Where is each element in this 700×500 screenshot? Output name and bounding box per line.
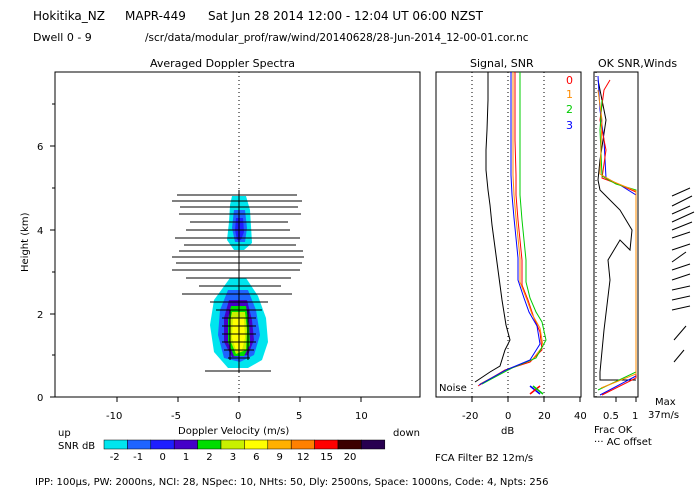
- dwell-range: Dwell 0 - 9: [33, 31, 92, 44]
- x-tick-m5: -5: [171, 411, 181, 422]
- snr-db-label: SNR dB: [58, 441, 95, 452]
- spectra-spread-bars: [172, 194, 304, 372]
- colorbar-tick-label: 3: [230, 452, 236, 463]
- y-tick-6: 6: [37, 142, 43, 153]
- max-label: Max: [655, 397, 676, 408]
- signal-tick-m20: -20: [462, 411, 478, 422]
- colorbar-cell: [290, 439, 315, 450]
- winds-snr-1: [597, 89, 637, 389]
- signal-tick-0: 0: [505, 411, 511, 422]
- spectra-title: Averaged Doppler Spectra: [150, 57, 296, 70]
- spectra-y-ticks: [50, 103, 55, 398]
- noise-markers: [529, 385, 544, 395]
- x-tick-5: 5: [296, 411, 302, 422]
- colorbar-cell: [244, 439, 269, 450]
- winds-snr-3: [597, 75, 637, 396]
- snr-profile-2: [481, 72, 547, 385]
- x-tick-0: 0: [235, 411, 241, 422]
- colorbar-tick-label: 0: [160, 452, 166, 463]
- signal-tick-40: 40: [574, 411, 587, 422]
- colorbar-tick-label: -2: [110, 452, 120, 463]
- signal-tick-20: 20: [538, 411, 551, 422]
- signal-x-ticks: [471, 397, 581, 402]
- station-name: Hokitika_NZ: [33, 9, 105, 23]
- colorbar-cell: [267, 439, 292, 450]
- colorbar-ticks: -2 -1 0 1 2 3 6 9 12 15 20: [110, 452, 357, 463]
- noise-label: Noise: [439, 383, 467, 394]
- snr-profile-3: [478, 72, 541, 386]
- colorbar-cell: [337, 439, 362, 450]
- colorbar-tick-label: 6: [253, 452, 259, 463]
- frac-ok-label: Frac OK: [594, 425, 633, 436]
- filter-label: FCA Filter B2 12m/s: [435, 453, 533, 464]
- colorbar-cell: [314, 439, 339, 450]
- colorbar-cell: [220, 439, 245, 450]
- x-tick-10: 10: [355, 411, 368, 422]
- colorbar-cell: [197, 439, 222, 450]
- up-label: up: [58, 428, 71, 439]
- winds-frac-ok: [597, 79, 636, 381]
- footer-params: IPP: 100µs, PW: 2000ns, NCI: 28, NSpec: …: [35, 477, 548, 488]
- data-file-path: /scr/data/modular_prof/raw/wind/20140628…: [145, 32, 529, 44]
- legend-channel-0: 0: [566, 74, 573, 87]
- y-tick-0: 0: [37, 393, 43, 404]
- legend-channel-2: 2: [566, 103, 573, 116]
- winds-title: OK SNR,Winds: [598, 57, 678, 70]
- spectra-x-ticks: [116, 397, 362, 402]
- y-tick-2: 2: [37, 310, 43, 321]
- colorbar-tick-label: 2: [206, 452, 212, 463]
- colorbar-tick-label: 1: [183, 452, 189, 463]
- colorbar-cell: [173, 439, 198, 450]
- colorbar-tick-label: 9: [277, 452, 283, 463]
- colorbar-tick-label: 12: [297, 452, 310, 463]
- colorbar-tick-label: 20: [344, 452, 357, 463]
- colorbar: [103, 439, 386, 450]
- winds-tick-1: 1: [632, 411, 638, 422]
- spectra-frame: [54, 71, 421, 398]
- datetime-range: Sat Jun 28 2014 12:00 - 12:04 UT 06:00 N…: [208, 9, 483, 23]
- signal-db-label: dB: [501, 426, 514, 437]
- spectra-center-ticks: [229, 190, 249, 372]
- x-axis-label: Doppler Velocity (m/s): [178, 426, 289, 437]
- y-tick-4: 4: [37, 226, 43, 237]
- signal-title: Signal, SNR: [470, 57, 534, 70]
- colorbar-cell: [103, 439, 128, 450]
- signal-profile-black: [474, 72, 511, 383]
- colorbar-cell: [150, 439, 175, 450]
- wind-arrows: [671, 187, 695, 363]
- instrument-id: MAPR-449: [125, 9, 186, 23]
- legend-channel-1: 1: [566, 88, 573, 101]
- colorbar-cell: [127, 439, 152, 450]
- y-axis-label: Height (km): [20, 212, 31, 272]
- winds-x-ticks: [615, 397, 637, 402]
- down-label: down: [393, 428, 420, 439]
- colorbar-tick-label: -1: [133, 452, 143, 463]
- colorbar-tick-label: 15: [320, 452, 333, 463]
- snr-profile-1: [479, 72, 544, 385]
- winds-tick-05: 0.5: [603, 411, 619, 422]
- ac-offset-label: ··· AC offset: [594, 437, 652, 448]
- colorbar-cell: [361, 439, 386, 450]
- max-value: 37m/s: [648, 410, 679, 421]
- x-tick-m10: -10: [106, 411, 122, 422]
- signal-ref-lines: [471, 72, 545, 397]
- legend-channel-3: 3: [566, 119, 573, 132]
